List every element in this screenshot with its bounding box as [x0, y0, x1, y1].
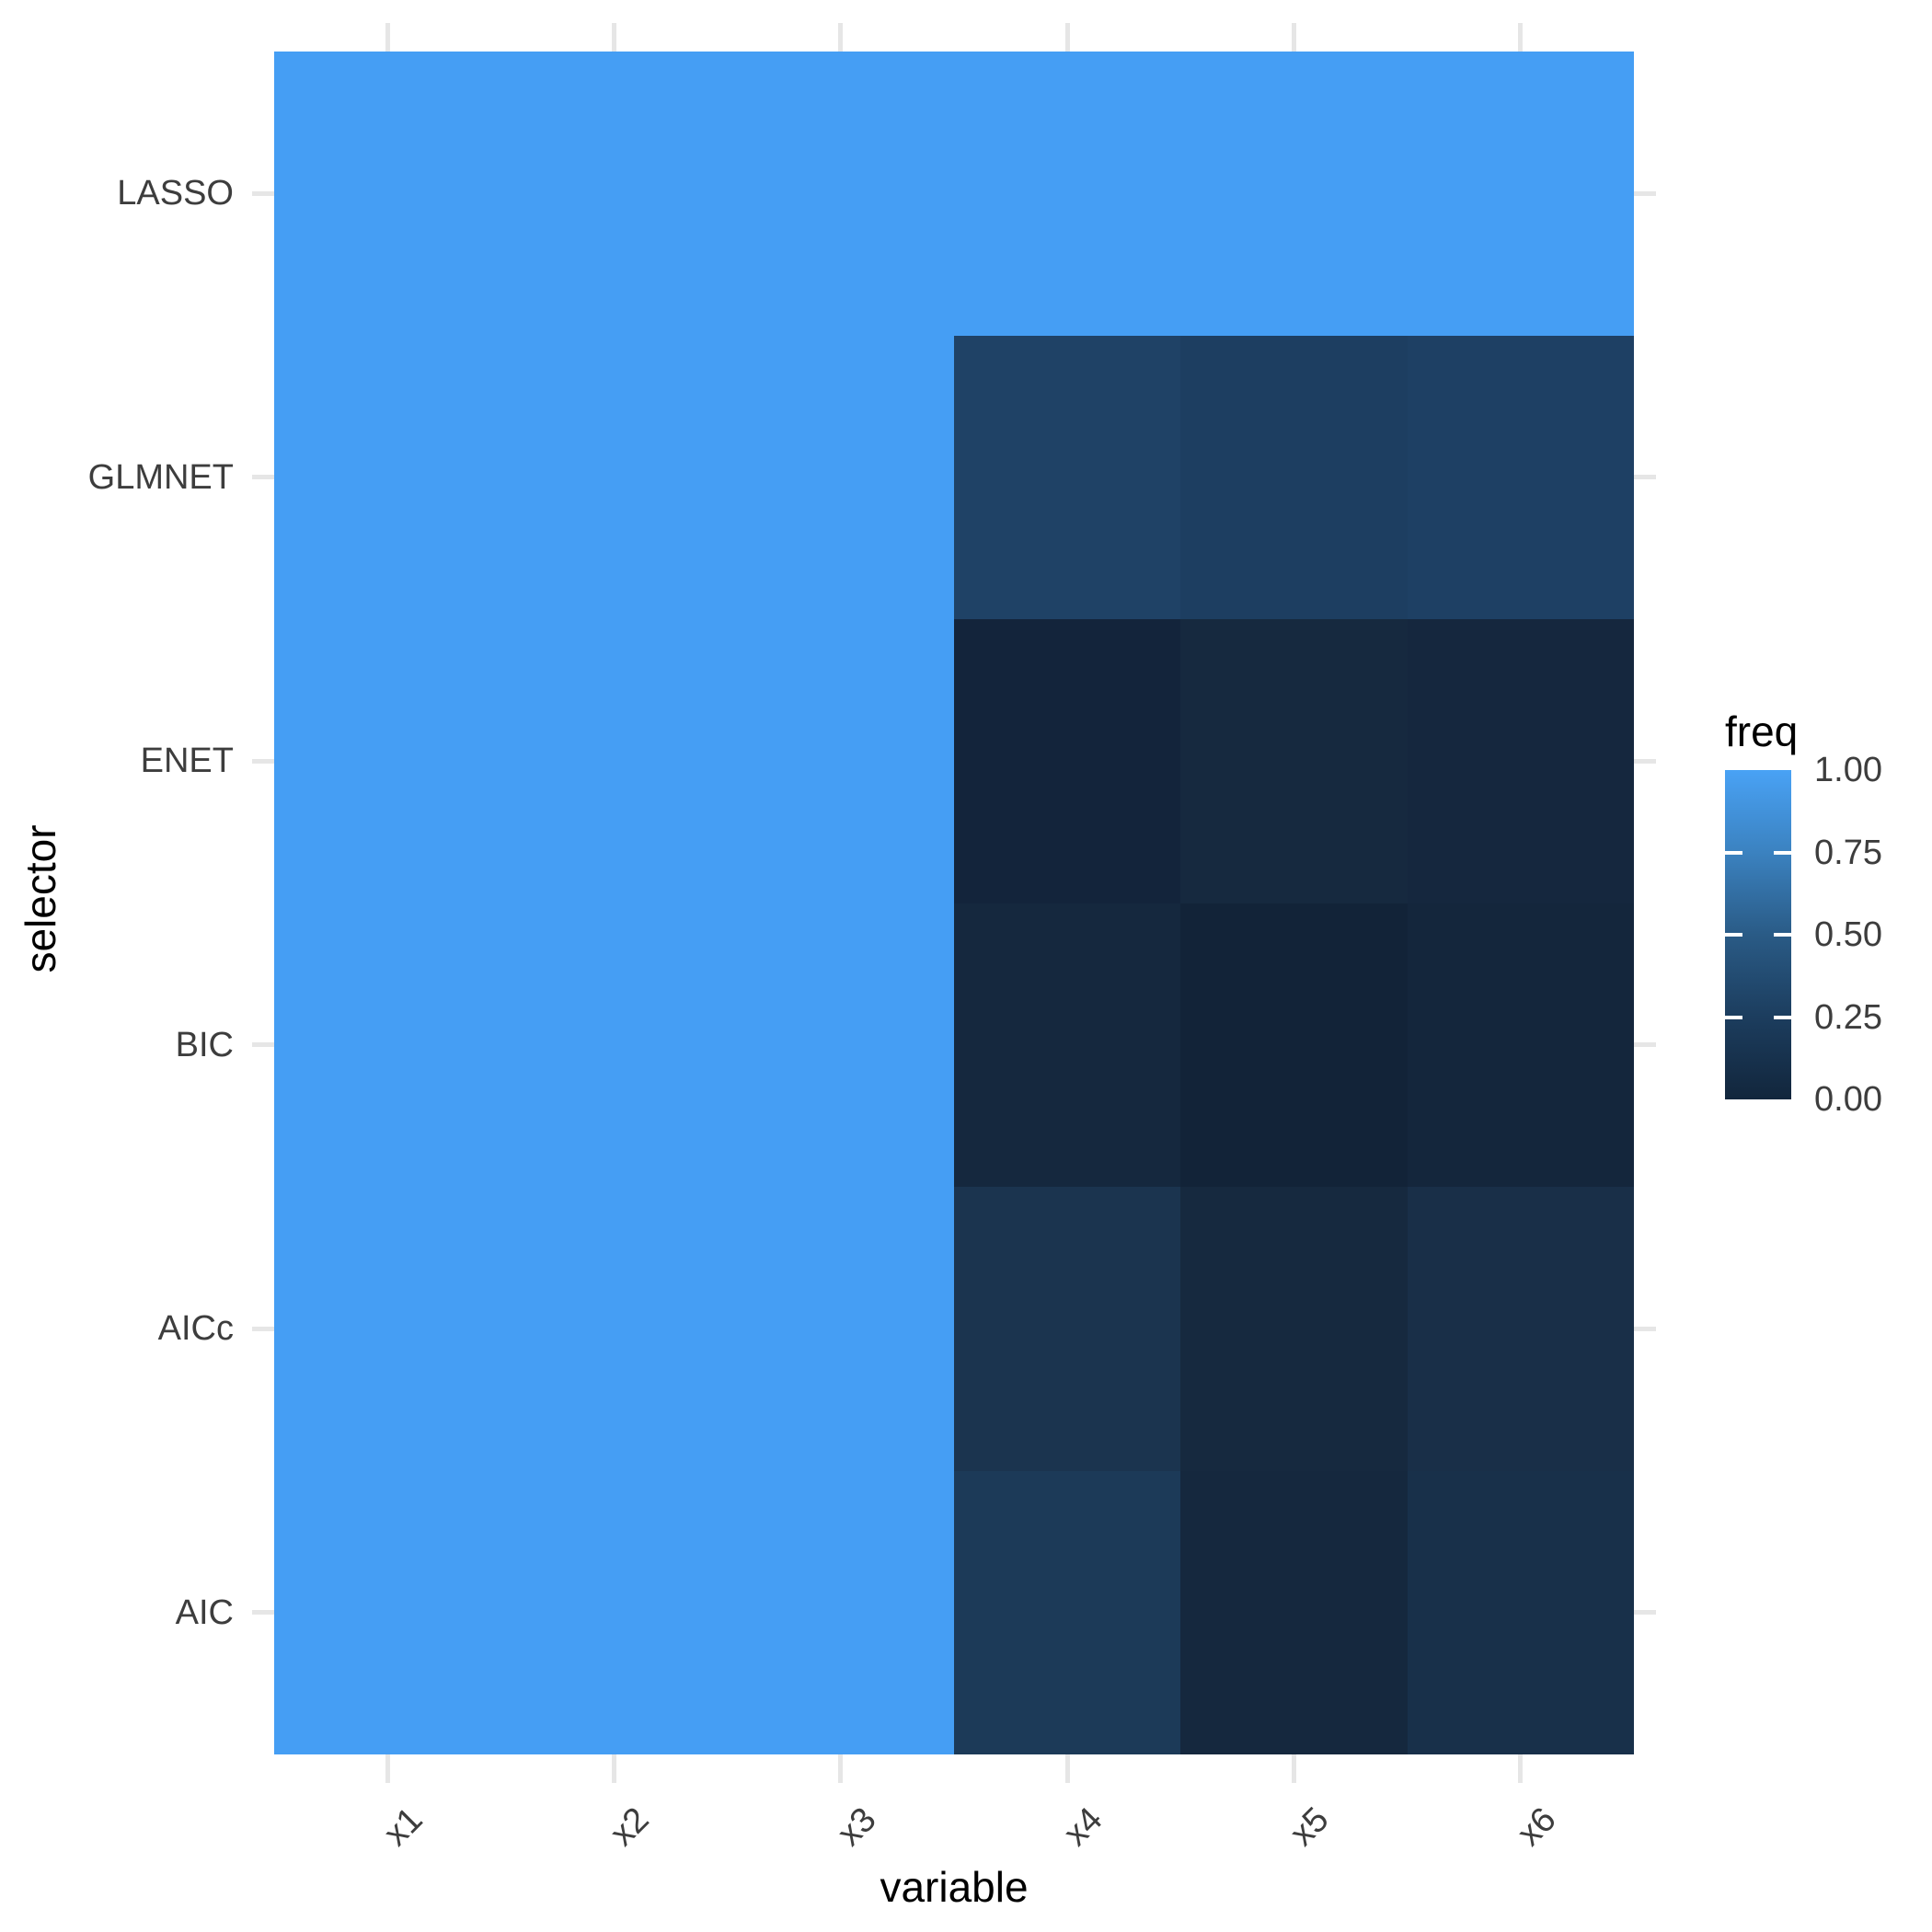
- legend-gradient-bar: [1725, 770, 1791, 1099]
- gridline-segment: [1292, 23, 1296, 52]
- heatmap-cell-ENET-x6: [1407, 619, 1634, 903]
- legend-bar-tick: [1725, 933, 1742, 937]
- x-tick-label-x2: x2: [603, 1800, 657, 1854]
- heatmap-cell-AICc-x5: [1180, 1187, 1408, 1471]
- gridline-segment: [252, 475, 274, 480]
- legend-bar-tick: [1725, 850, 1742, 855]
- gridline-segment: [1634, 1610, 1656, 1616]
- gridline-segment: [838, 1754, 844, 1783]
- gridline-segment: [1518, 1754, 1524, 1783]
- legend-label-0.75: 0.75: [1814, 833, 1882, 872]
- gridline-segment: [385, 23, 390, 52]
- x-tick-label-x6: x6: [1510, 1800, 1564, 1854]
- gridline-segment: [1634, 475, 1656, 480]
- x-tick-label-x4: x4: [1056, 1800, 1110, 1854]
- y-tick-label-ENET: ENET: [140, 742, 234, 781]
- gridline-segment: [1634, 190, 1656, 196]
- heatmap-cell-AICc-x1: [274, 1187, 501, 1471]
- legend-title: freq: [1725, 707, 1799, 755]
- gridline-segment: [1634, 1326, 1656, 1331]
- heatmap-cell-BIC-x3: [727, 903, 954, 1187]
- heatmap-cell-ENET-x5: [1180, 619, 1408, 903]
- heatmap-cell-BIC-x5: [1180, 903, 1408, 1187]
- heatmap-cell-ENET-x4: [953, 619, 1181, 903]
- legend-bar-tick: [1774, 933, 1791, 937]
- x-tick-label-x3: x3: [830, 1800, 884, 1854]
- y-tick-label-AICc: AICc: [157, 1309, 234, 1349]
- y-tick-label-BIC: BIC: [175, 1025, 234, 1064]
- heatmap-cell-GLMNET-x4: [953, 335, 1181, 619]
- gridline-segment: [252, 1610, 274, 1616]
- heatmap-cell-BIC-x6: [1407, 903, 1634, 1187]
- gridline-segment: [1064, 1754, 1070, 1783]
- heatmap-tiles: [274, 52, 1634, 1754]
- gridline-segment: [1634, 1042, 1656, 1048]
- gridline-segment: [252, 1326, 274, 1331]
- heatmap-cell-LASSO-x1: [274, 52, 501, 336]
- heatmap-cell-LASSO-x6: [1407, 52, 1634, 336]
- gridline-segment: [1292, 1754, 1296, 1783]
- y-tick-label-AIC: AIC: [175, 1593, 234, 1632]
- legend-bar-tick: [1774, 1015, 1791, 1019]
- gridline-segment: [1518, 23, 1524, 52]
- heatmap-cell-ENET-x2: [500, 619, 728, 903]
- gridline-segment: [1064, 23, 1070, 52]
- legend-label-0.50: 0.50: [1814, 915, 1882, 954]
- y-tick-label-LASSO: LASSO: [117, 174, 234, 213]
- heatmap-cell-BIC-x4: [953, 903, 1181, 1187]
- gridline-segment: [252, 190, 274, 196]
- heatmap-cell-LASSO-x2: [500, 52, 728, 336]
- gridline-segment: [252, 758, 274, 764]
- x-axis-title: variable: [880, 1863, 1029, 1911]
- gridline-segment: [1634, 758, 1656, 764]
- heatmap-cell-AICc-x6: [1407, 1187, 1634, 1471]
- gridline-segment: [612, 23, 616, 52]
- legend-bar-tick: [1725, 1015, 1742, 1019]
- y-tick-label-GLMNET: GLMNET: [87, 457, 234, 497]
- legend-bar-tick: [1774, 850, 1791, 855]
- heatmap-cell-AIC-x6: [1407, 1470, 1634, 1754]
- heatmap-cell-LASSO-x5: [1180, 52, 1408, 336]
- legend-label-0.25: 0.25: [1814, 997, 1882, 1037]
- heatmap-cell-BIC-x2: [500, 903, 728, 1187]
- heatmap-cell-GLMNET-x3: [727, 335, 954, 619]
- heatmap-cell-AICc-x3: [727, 1187, 954, 1471]
- heatmap-cell-GLMNET-x1: [274, 335, 501, 619]
- heatmap-cell-ENET-x1: [274, 619, 501, 903]
- x-tick-label-x5: x5: [1282, 1800, 1337, 1854]
- heatmap-cell-AIC-x5: [1180, 1470, 1408, 1754]
- gridline-segment: [612, 1754, 616, 1783]
- legend-label-0.00: 0.00: [1814, 1080, 1882, 1119]
- heatmap-cell-ENET-x3: [727, 619, 954, 903]
- heatmap-cell-AIC-x1: [274, 1470, 501, 1754]
- heatmap-cell-GLMNET-x5: [1180, 335, 1408, 619]
- gridline-segment: [838, 23, 844, 52]
- heatmap-cell-GLMNET-x2: [500, 335, 728, 619]
- heatmap-cell-AICc-x4: [953, 1187, 1181, 1471]
- heatmap-cell-LASSO-x3: [727, 52, 954, 336]
- gridline-segment: [252, 1042, 274, 1048]
- legend-label-1.00: 1.00: [1814, 751, 1882, 789]
- heatmap-cell-AIC-x2: [500, 1470, 728, 1754]
- x-tick-label-x1: x1: [376, 1800, 431, 1854]
- heatmap-cell-LASSO-x4: [953, 52, 1181, 336]
- heatmap-cell-AIC-x3: [727, 1470, 954, 1754]
- y-axis-title: selector: [17, 824, 64, 973]
- heatmap-cell-BIC-x1: [274, 903, 501, 1187]
- heatmap-cell-AIC-x4: [953, 1470, 1181, 1754]
- gridline-segment: [385, 1754, 390, 1783]
- heatmap-cell-AICc-x2: [500, 1187, 728, 1471]
- heatmap-cell-GLMNET-x6: [1407, 335, 1634, 619]
